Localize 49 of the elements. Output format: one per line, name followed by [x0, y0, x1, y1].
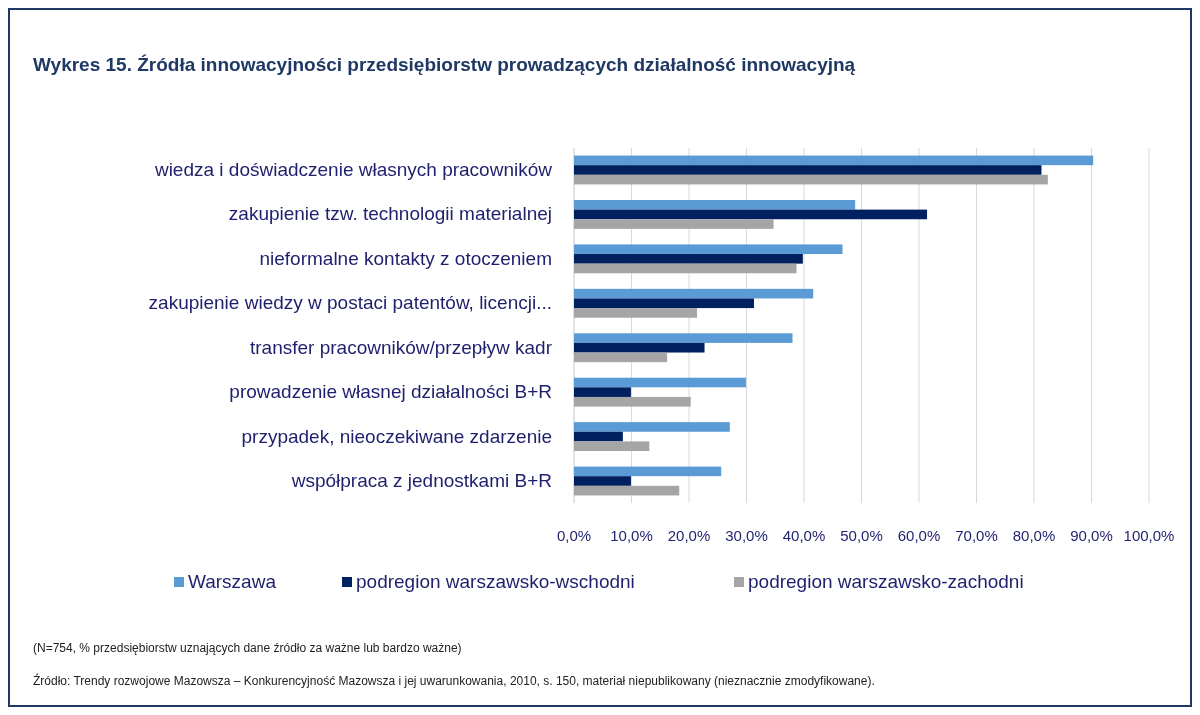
y-tick-label: przypadek, nieoczekiwane zdarzenie [241, 425, 552, 447]
x-tick-label: 50,0% [840, 527, 883, 544]
y-tick-label: zakupienie wiedzy w postaci patentów, licencji... [148, 292, 552, 314]
bar [574, 219, 774, 229]
bar [574, 377, 746, 388]
bar [574, 352, 668, 363]
text: (N=754, % przedsiębiorstw uznających dane źródło za ważne lub bardzo ważne) [33, 641, 462, 655]
bar [574, 288, 814, 299]
y-tick-label: zakupienie tzw. technologii materialnej [228, 203, 552, 225]
x-tick-label: 80,0% [1012, 527, 1056, 544]
x-tick-label: 40,0% [782, 527, 826, 544]
bar [574, 174, 1048, 185]
bar [574, 254, 803, 264]
text: Źródło: Trendy rozwojowe Mazowsza – Konkurencyjność Mazowsza i jej uwarunkowania, 2010, s. 150, materiał niepublikowany (nieznacznie zmodyfikowane). [33, 673, 875, 688]
y-tick-label: współpraca z jednostkami B+R [290, 470, 552, 492]
bar [574, 199, 856, 210]
bar [574, 396, 691, 407]
bar [574, 342, 705, 353]
bar [574, 485, 680, 496]
bar [574, 209, 928, 220]
x-tick-label: 100,0% [1123, 527, 1175, 544]
bar [574, 155, 1094, 166]
y-tick-label: prowadzenie własnej działalności B+R [229, 381, 552, 403]
bar [574, 387, 631, 397]
y-tick-label: nieformalne kontakty z otoczeniem [259, 247, 552, 269]
bar [574, 333, 793, 343]
bar [574, 298, 754, 309]
x-tick-label: 70,0% [955, 527, 998, 544]
bar [574, 466, 722, 477]
x-tick-label: 10,0% [610, 527, 653, 544]
bar [574, 431, 623, 442]
legend-label: podregion warszawsko-wschodni [356, 571, 635, 592]
x-tick-label: 30,0% [725, 527, 768, 544]
y-tick-label: transfer pracowników/przepływ kadr [249, 336, 553, 358]
x-tick-label: 90,0% [1070, 527, 1113, 544]
y-tick-label: wiedza i doświadczenie własnych pracowników [153, 158, 553, 180]
bar [574, 263, 797, 274]
bar [574, 165, 1042, 175]
bar [574, 422, 730, 432]
chart-title: Wykres 15. Źródła innowacyjności przedsiębiorstw prowadzących działalność innowacyjną [33, 54, 856, 75]
bar [574, 244, 843, 255]
legend-label: podregion warszawsko-zachodni [748, 571, 1024, 592]
x-tick-label: 20,0% [667, 527, 711, 544]
x-tick-label: 0,0% [556, 527, 592, 544]
bar [574, 308, 698, 318]
legend-label: Warszawa [188, 571, 277, 592]
x-tick-label: 60,0% [897, 527, 941, 544]
bar [574, 441, 650, 452]
bar [574, 476, 631, 486]
